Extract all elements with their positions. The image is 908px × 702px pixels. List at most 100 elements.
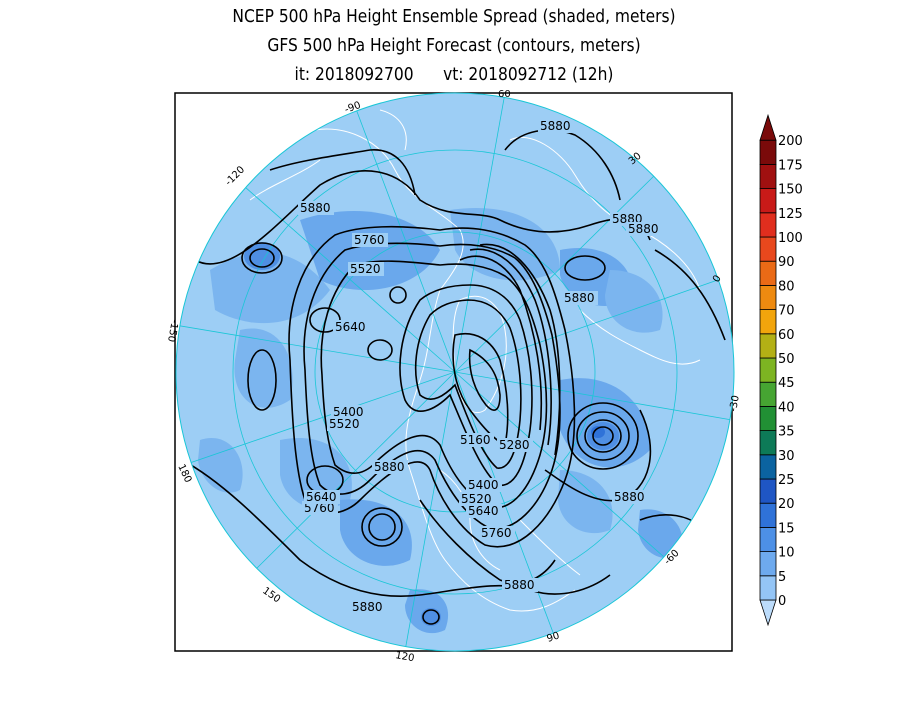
- spread-patch: [558, 470, 613, 534]
- contour-label: 5520: [350, 262, 381, 276]
- latitude-circle: [314, 231, 596, 513]
- meridian-line: [254, 371, 456, 571]
- coastline: [579, 309, 701, 365]
- longitude-label: 60: [498, 89, 511, 100]
- contour-line: [361, 507, 403, 547]
- meridian-line: [454, 371, 691, 581]
- contour-line: [249, 248, 275, 268]
- contour-line: [194, 170, 651, 265]
- colorbar-segment: [759, 333, 777, 359]
- contour-line: [399, 284, 533, 486]
- colorbar-label: 5: [778, 570, 786, 585]
- contour-line: [269, 149, 416, 196]
- colorbar-label: 30: [778, 449, 795, 464]
- graticule: [176, 93, 733, 651]
- colorbar-label: 50: [778, 352, 795, 367]
- meridian-line: [349, 93, 456, 373]
- longitude-label: -150: [165, 318, 180, 342]
- spread-shading: [198, 208, 683, 634]
- meridian-line: [176, 371, 456, 469]
- contour-line: [469, 248, 552, 446]
- contour-label: 5400: [468, 478, 499, 492]
- meridian-line: [454, 371, 561, 651]
- contour-line: [504, 129, 621, 201]
- height-contours: [181, 129, 726, 625]
- colorbar-label: 125: [778, 207, 803, 222]
- contour-label: 5880: [504, 578, 535, 592]
- longitude-label: -90: [343, 100, 362, 116]
- spread-patch: [605, 270, 663, 333]
- colorbar-segment: [759, 163, 777, 189]
- contour-line: [567, 402, 639, 470]
- contour-label: 5760: [304, 501, 335, 515]
- colorbar-segment: [759, 478, 777, 504]
- spread-patch: [450, 208, 560, 281]
- contour-line: [592, 426, 614, 446]
- coastline: [314, 128, 576, 612]
- colorbar-label: 100: [778, 231, 803, 246]
- spread-patch: [638, 509, 683, 559]
- colorbar-label: 25: [778, 473, 795, 488]
- contour-line: [468, 348, 501, 411]
- colorbar: 0 5 10 15 20 25 30 35 40 45 50 60 70 80 90 100 125 150 175…: [759, 113, 803, 627]
- longitude-label: -30: [728, 395, 742, 413]
- colorbar-segment: [759, 502, 777, 528]
- contour-line: [367, 339, 393, 361]
- contour-line: [479, 243, 561, 456]
- colorbar-label: 70: [778, 304, 795, 319]
- contour-label: 5520: [461, 492, 492, 506]
- contour-label: 5280: [499, 438, 530, 452]
- colorbar-label: 40: [778, 400, 795, 415]
- colorbar-segment: [759, 405, 777, 431]
- meridian-line: [454, 174, 656, 373]
- contour-label: 5760: [354, 233, 385, 247]
- meridian-line: [404, 371, 456, 651]
- colorbar-segment: [759, 188, 777, 214]
- longitude-label: 90: [546, 630, 562, 644]
- coastline: [509, 136, 701, 291]
- contour-line: [576, 411, 630, 461]
- contour-label: 5880: [540, 119, 571, 133]
- colorbar-lower-triangle: [759, 599, 777, 627]
- contour-label: 5880: [352, 600, 383, 614]
- colorbar-segment: [759, 236, 777, 262]
- title-line-1: NCEP 500 hPa Height Ensemble Spread (sha…: [232, 6, 676, 27]
- colorbar-segment: [759, 212, 777, 238]
- colorbar-segment: [759, 309, 777, 335]
- meridian-line: [454, 274, 733, 373]
- contour-line: [422, 609, 440, 625]
- longitude-label: 120: [394, 650, 415, 664]
- hemisphere-outline: [175, 92, 735, 652]
- colorbar-label: 10: [778, 546, 795, 561]
- colorbar-label: 80: [778, 279, 795, 294]
- contour-line: [414, 299, 522, 469]
- contour-line: [368, 513, 396, 541]
- contour-line: [241, 242, 283, 274]
- contour-label: 5400: [333, 405, 364, 419]
- contour-line: [654, 249, 726, 341]
- colorbar-label: 200: [778, 134, 803, 149]
- contour-label: 5640: [335, 320, 366, 334]
- contour-line: [584, 419, 622, 453]
- colorbar-label: 45: [778, 376, 795, 391]
- contour-label: 5640: [468, 504, 499, 518]
- contour-line: [247, 349, 277, 411]
- contour-line: [181, 459, 611, 598]
- colorbar-label: 150: [778, 183, 803, 198]
- spread-patch: [198, 438, 243, 493]
- colorbar-segment: [759, 527, 777, 553]
- meridian-line: [454, 93, 506, 373]
- colorbar-segment: [759, 575, 777, 601]
- latitude-circle: [232, 149, 678, 595]
- spread-patch: [300, 211, 440, 290]
- spread-patch: [210, 252, 330, 324]
- coastline: [249, 159, 321, 201]
- contour-label: 5880: [300, 201, 331, 215]
- contour-line: [288, 225, 576, 548]
- contour-label: 5880: [374, 460, 405, 474]
- colorbar-segment: [759, 260, 777, 286]
- colorbar-segment: [759, 284, 777, 310]
- contour-label: 5880: [614, 490, 645, 504]
- contour-label: 5880: [564, 291, 595, 305]
- contour-labels: 5880 5880 5880 5880 5880 5880 5880 5880 …: [298, 119, 662, 614]
